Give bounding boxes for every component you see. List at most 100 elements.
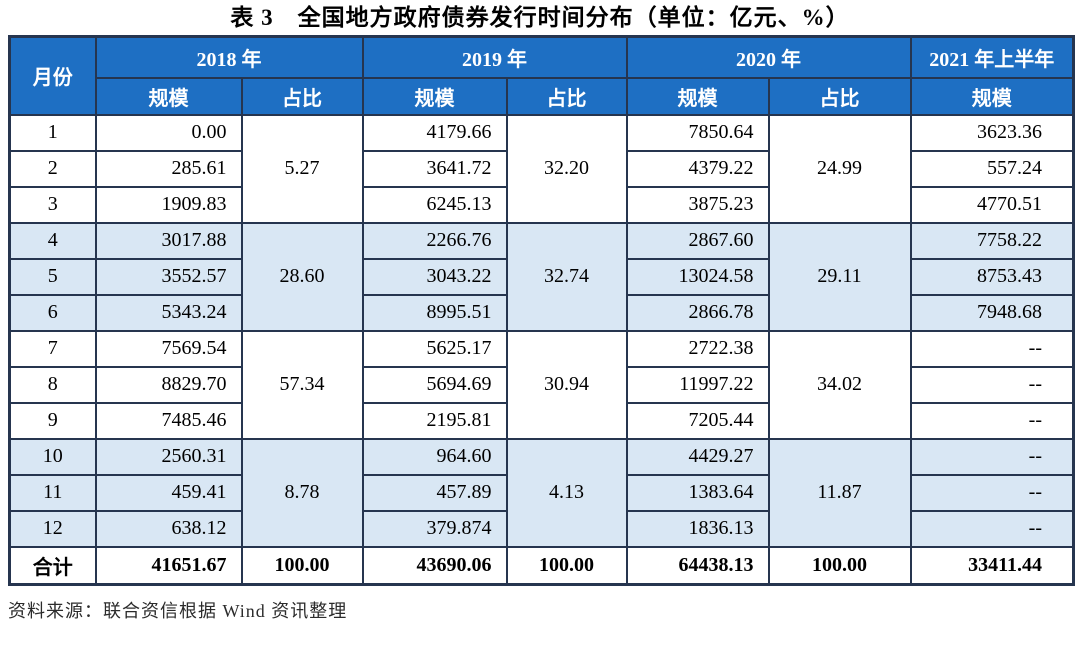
share-2018-q3-cell: 57.34	[240, 329, 364, 440]
total-share-2018-cell: 100.00	[240, 545, 364, 586]
scale-2021-cell: --	[909, 473, 1075, 512]
scale-2021-cell: --	[909, 509, 1075, 548]
scale-2021-cell: --	[909, 365, 1075, 404]
scale-2018-header: 规模	[94, 76, 243, 116]
table-row: 12 638.12 379.874 1836.13 --	[8, 509, 1075, 548]
scale-2019-cell: 6245.13	[361, 185, 508, 224]
table-header: 月份 2018 年 2019 年 2020 年 2021 年上半年 规模 占比 …	[8, 35, 1075, 116]
month-col-header: 月份	[8, 35, 97, 116]
source-note: 资料来源：联合资信根据 Wind 资讯整理	[8, 601, 348, 621]
scale-2018-cell: 7485.46	[94, 401, 243, 440]
scale-2020-cell: 1383.64	[625, 473, 770, 512]
table-row: 3 1909.83 6245.13 3875.23 4770.51	[8, 185, 1075, 224]
month-cell: 1	[8, 113, 97, 152]
table-row: 9 7485.46 2195.81 7205.44 --	[8, 401, 1075, 440]
share-2020-q1-cell: 24.99	[767, 113, 912, 224]
scale-2019-cell: 457.89	[361, 473, 508, 512]
year-2019-header: 2019 年	[361, 35, 628, 79]
scale-2020-header: 规模	[625, 76, 770, 116]
share-2020-q2-cell: 29.11	[767, 221, 912, 332]
scale-2021-cell: 4770.51	[909, 185, 1075, 224]
share-2019-q3-cell: 30.94	[505, 329, 628, 440]
scale-2019-cell: 5625.17	[361, 329, 508, 368]
scale-2021-cell: --	[909, 329, 1075, 368]
year-2021-header: 2021 年上半年	[909, 35, 1075, 79]
month-cell: 9	[8, 401, 97, 440]
scale-2020-cell: 13024.58	[625, 257, 770, 296]
share-2019-q4-cell: 4.13	[505, 437, 628, 548]
table-title: 表 3 全国地方政府债券发行时间分布（单位：亿元、%）	[230, 5, 850, 30]
scale-2019-cell: 5694.69	[361, 365, 508, 404]
scale-2020-cell: 4379.22	[625, 149, 770, 188]
table-row: 1 0.00 5.27 4179.66 32.20 7850.64 24.99 …	[8, 113, 1075, 224]
scale-2021-cell: 3623.36	[909, 113, 1075, 152]
share-2018-q2-cell: 28.60	[240, 221, 364, 332]
year-2018-header: 2018 年	[94, 35, 364, 79]
table-row: 8 8829.70 5694.69 11997.22 --	[8, 365, 1075, 404]
scale-2018-cell: 5343.24	[94, 293, 243, 332]
month-cell: 5	[8, 257, 97, 296]
total-share-2020-cell: 100.00	[767, 545, 912, 586]
table-row: 11 459.41 457.89 1383.64 --	[8, 473, 1075, 512]
month-cell: 2	[8, 149, 97, 188]
share-2019-q2-cell: 32.74	[505, 221, 628, 332]
table-row: 2 285.61 3641.72 4379.22 557.24	[8, 149, 1075, 188]
scale-2018-cell: 459.41	[94, 473, 243, 512]
share-2019-header: 占比	[505, 76, 628, 116]
share-2018-header: 占比	[240, 76, 364, 116]
scale-2019-cell: 379.874	[361, 509, 508, 548]
scale-2021-cell: 7758.22	[909, 221, 1075, 260]
month-cell: 10	[8, 437, 97, 476]
scale-2018-cell: 1909.83	[94, 185, 243, 224]
total-scale-2021-cell: 33411.44	[909, 545, 1075, 586]
scale-2018-cell: 7569.54	[94, 329, 243, 368]
scale-2021-cell: --	[909, 401, 1075, 440]
share-2018-q4-cell: 8.78	[240, 437, 364, 548]
share-2019-q1-cell: 32.20	[505, 113, 628, 224]
table-row: 6 5343.24 8995.51 2866.78 7948.68	[8, 293, 1075, 332]
month-cell: 12	[8, 509, 97, 548]
share-2018-q1-cell: 5.27	[240, 113, 364, 224]
month-cell: 7	[8, 329, 97, 368]
scale-2019-cell: 4179.66	[361, 113, 508, 152]
scale-2021-header: 规模	[909, 76, 1075, 116]
scale-2019-cell: 8995.51	[361, 293, 508, 332]
scale-2020-cell: 7850.64	[625, 113, 770, 152]
scale-2019-cell: 3043.22	[361, 257, 508, 296]
share-2020-header: 占比	[767, 76, 912, 116]
month-cell: 4	[8, 221, 97, 260]
month-cell: 11	[8, 473, 97, 512]
scale-2020-cell: 2867.60	[625, 221, 770, 260]
month-cell: 6	[8, 293, 97, 332]
table-row: 4 3017.88 28.60 2266.76 32.74 2867.60 29…	[8, 221, 1075, 332]
scale-2021-cell: --	[909, 437, 1075, 476]
table-row: 7 7569.54 57.34 5625.17 30.94 2722.38 34…	[8, 329, 1075, 440]
scale-2020-cell: 3875.23	[625, 185, 770, 224]
table-row: 10 2560.31 8.78 964.60 4.13 4429.27 11.8…	[8, 437, 1075, 548]
scale-2018-cell: 2560.31	[94, 437, 243, 476]
scale-2020-cell: 4429.27	[625, 437, 770, 476]
share-2020-q4-cell: 11.87	[767, 437, 912, 548]
scale-2018-cell: 285.61	[94, 149, 243, 188]
scale-2021-cell: 8753.43	[909, 257, 1075, 296]
scale-2020-cell: 11997.22	[625, 365, 770, 404]
scale-2020-cell: 1836.13	[625, 509, 770, 548]
scale-2019-header: 规模	[361, 76, 508, 116]
scale-2018-cell: 3552.57	[94, 257, 243, 296]
scale-2019-cell: 2195.81	[361, 401, 508, 440]
scale-2018-cell: 3017.88	[94, 221, 243, 260]
scale-2021-cell: 7948.68	[909, 293, 1075, 332]
total-scale-2019-cell: 43690.06	[361, 545, 508, 586]
year-2020-header: 2020 年	[625, 35, 912, 79]
total-scale-2018-cell: 41651.67	[94, 545, 243, 586]
scale-2018-cell: 638.12	[94, 509, 243, 548]
scale-2018-cell: 0.00	[94, 113, 243, 152]
scale-2019-cell: 2266.76	[361, 221, 508, 260]
scale-2018-cell: 8829.70	[94, 365, 243, 404]
scale-2020-cell: 2866.78	[625, 293, 770, 332]
month-cell: 3	[8, 185, 97, 224]
total-share-2019-cell: 100.00	[505, 545, 628, 586]
scale-2019-cell: 964.60	[361, 437, 508, 476]
total-label-cell: 合计	[8, 545, 97, 586]
